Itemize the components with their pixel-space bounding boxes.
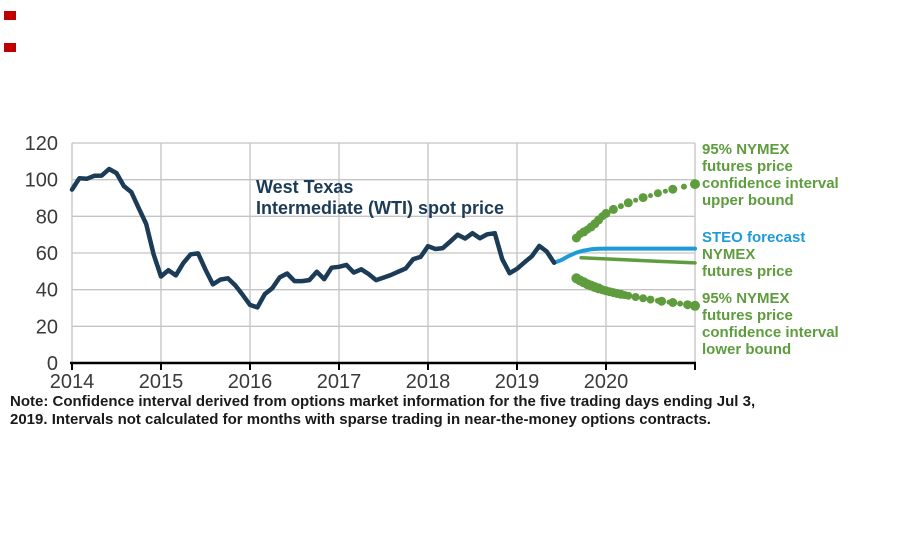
x-tick-label: 2020 bbox=[584, 371, 629, 393]
ci-dot bbox=[648, 193, 653, 199]
ci-dot bbox=[624, 291, 633, 300]
legend-nymex-futures-price: NYMEX futures price bbox=[702, 246, 793, 280]
ci-dot bbox=[623, 198, 633, 208]
margin-mark bbox=[4, 11, 16, 20]
y-tick-label: 60 bbox=[36, 243, 58, 265]
y-tick-label: 0 bbox=[47, 353, 58, 375]
ci-dot bbox=[690, 300, 700, 311]
x-tick-label: 2014 bbox=[50, 371, 95, 393]
x-tick-label: 2016 bbox=[228, 371, 273, 393]
ci-dot bbox=[662, 188, 668, 194]
series-line bbox=[552, 246, 697, 265]
x-tick-label: 2019 bbox=[495, 371, 540, 393]
ci-dot bbox=[668, 298, 678, 307]
y-tick-label: 120 bbox=[25, 133, 58, 155]
ci-dot bbox=[657, 296, 667, 306]
ci-dot bbox=[677, 300, 684, 307]
legend-ci-upper-bound: 95% NYMEX futures price confidence inter… bbox=[702, 141, 839, 209]
wti-price-chart: 0 20 40 60 80 100 120 2014 2015 2016 2017 2018 2019 2… bbox=[25, 133, 700, 393]
ci-dot bbox=[617, 203, 624, 210]
ci-dot bbox=[639, 294, 648, 303]
ci-dot bbox=[631, 293, 640, 301]
ci-dot bbox=[668, 184, 678, 194]
y-tick-label: 80 bbox=[36, 206, 58, 228]
series-line bbox=[69, 166, 557, 310]
ci-dot bbox=[653, 189, 662, 198]
footnote: Note: Confidence interval derived from o… bbox=[10, 393, 756, 428]
series-label-wti-spot-price: West Texas Intermediate (WTI) spot price bbox=[256, 177, 505, 218]
ci-dot bbox=[690, 179, 700, 190]
ci-dot bbox=[633, 197, 639, 203]
margin-mark bbox=[4, 43, 16, 52]
x-tick-label: 2015 bbox=[139, 371, 184, 393]
series-line bbox=[579, 256, 697, 265]
y-tick-label: 100 bbox=[25, 170, 58, 192]
y-tick-label: 20 bbox=[36, 316, 58, 338]
legend-steo-forecast: STEO forecast bbox=[702, 229, 806, 246]
ci-dot bbox=[608, 204, 618, 214]
x-tick-label: 2018 bbox=[406, 371, 451, 393]
ci-dot bbox=[601, 208, 611, 218]
ci-dot bbox=[683, 300, 693, 310]
x-tick-label: 2017 bbox=[317, 371, 362, 393]
ci-dot bbox=[638, 193, 648, 203]
legend-ci-lower-bound: 95% NYMEX futures price confidence inter… bbox=[702, 290, 839, 358]
y-tick-label: 40 bbox=[36, 280, 58, 302]
ci-dot bbox=[646, 295, 655, 304]
ci-dot bbox=[680, 183, 687, 190]
